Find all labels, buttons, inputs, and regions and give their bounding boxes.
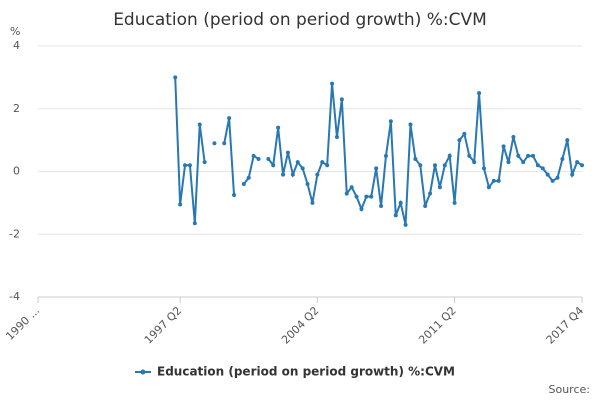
point	[467, 153, 472, 158]
legend-label: Education (period on period growth) %:CV…	[157, 365, 455, 379]
x-tick-label: 2004 Q2	[279, 304, 322, 347]
point	[369, 194, 374, 199]
point	[437, 185, 442, 190]
point	[178, 202, 183, 207]
point	[403, 222, 408, 227]
chart-title: Education (period on period growth) %:CV…	[113, 10, 487, 30]
point	[555, 175, 560, 180]
point	[364, 194, 369, 199]
point	[344, 191, 349, 196]
point	[496, 178, 501, 183]
point	[241, 182, 246, 187]
point	[457, 138, 462, 143]
point	[580, 163, 584, 168]
point	[550, 178, 555, 183]
y-tick-label: 2	[13, 102, 20, 115]
point	[246, 175, 251, 180]
point	[506, 160, 511, 165]
point	[330, 81, 335, 86]
y-axis-label: %	[10, 25, 20, 38]
point	[212, 141, 217, 146]
point	[192, 221, 197, 226]
point	[271, 163, 276, 168]
point	[521, 160, 526, 165]
point	[354, 194, 359, 199]
point	[187, 163, 192, 168]
point	[202, 160, 207, 165]
point	[334, 134, 339, 139]
point	[545, 172, 550, 177]
point	[447, 153, 452, 158]
point	[486, 185, 491, 190]
point	[305, 182, 310, 187]
point	[540, 166, 545, 171]
point	[516, 153, 521, 158]
series-line	[174, 77, 583, 226]
point	[398, 200, 403, 205]
point	[413, 156, 418, 161]
point	[359, 207, 364, 212]
y-tick-label: 0	[13, 165, 20, 178]
point	[173, 75, 178, 80]
legend-marker	[140, 369, 146, 375]
x-tick-label: 1990 ...	[3, 304, 42, 343]
point	[530, 153, 535, 158]
point	[442, 163, 447, 168]
point	[251, 153, 256, 158]
point	[197, 122, 202, 127]
point	[256, 156, 261, 161]
point	[374, 166, 379, 171]
point	[349, 185, 354, 190]
point	[281, 172, 286, 177]
point	[310, 200, 315, 205]
point	[575, 160, 580, 165]
point	[511, 134, 516, 139]
x-tick-label: 1997 Q2	[142, 304, 185, 347]
point	[325, 163, 330, 168]
point	[526, 153, 531, 158]
point	[227, 116, 232, 121]
point	[266, 156, 271, 161]
point	[565, 138, 570, 143]
point	[481, 166, 486, 171]
point	[477, 91, 482, 96]
point	[388, 119, 393, 124]
x-tick-label: 2011 Q2	[416, 304, 459, 347]
point	[408, 122, 413, 127]
x-tick-label: 2017 Q4	[544, 304, 587, 347]
point	[383, 153, 388, 158]
point	[222, 141, 227, 146]
point	[462, 131, 467, 136]
point	[320, 160, 325, 165]
y-tick-label: -2	[9, 227, 20, 240]
point	[428, 191, 433, 196]
point	[339, 97, 344, 102]
point	[379, 204, 384, 209]
point	[491, 178, 496, 183]
point	[423, 204, 428, 209]
y-tick-label: -4	[9, 290, 20, 303]
point	[276, 125, 281, 130]
point	[295, 160, 300, 165]
point	[501, 144, 506, 149]
point	[315, 172, 320, 177]
point	[285, 150, 290, 155]
point	[452, 200, 457, 205]
point	[432, 163, 437, 168]
point	[472, 160, 477, 165]
point	[570, 172, 575, 177]
point	[183, 163, 188, 168]
point	[560, 156, 565, 161]
point	[535, 163, 540, 168]
point	[393, 213, 398, 218]
point	[418, 163, 423, 168]
point	[300, 166, 305, 171]
source: Source:	[549, 383, 591, 396]
point	[290, 172, 295, 177]
y-tick-label: 4	[13, 39, 20, 52]
point	[232, 193, 237, 198]
